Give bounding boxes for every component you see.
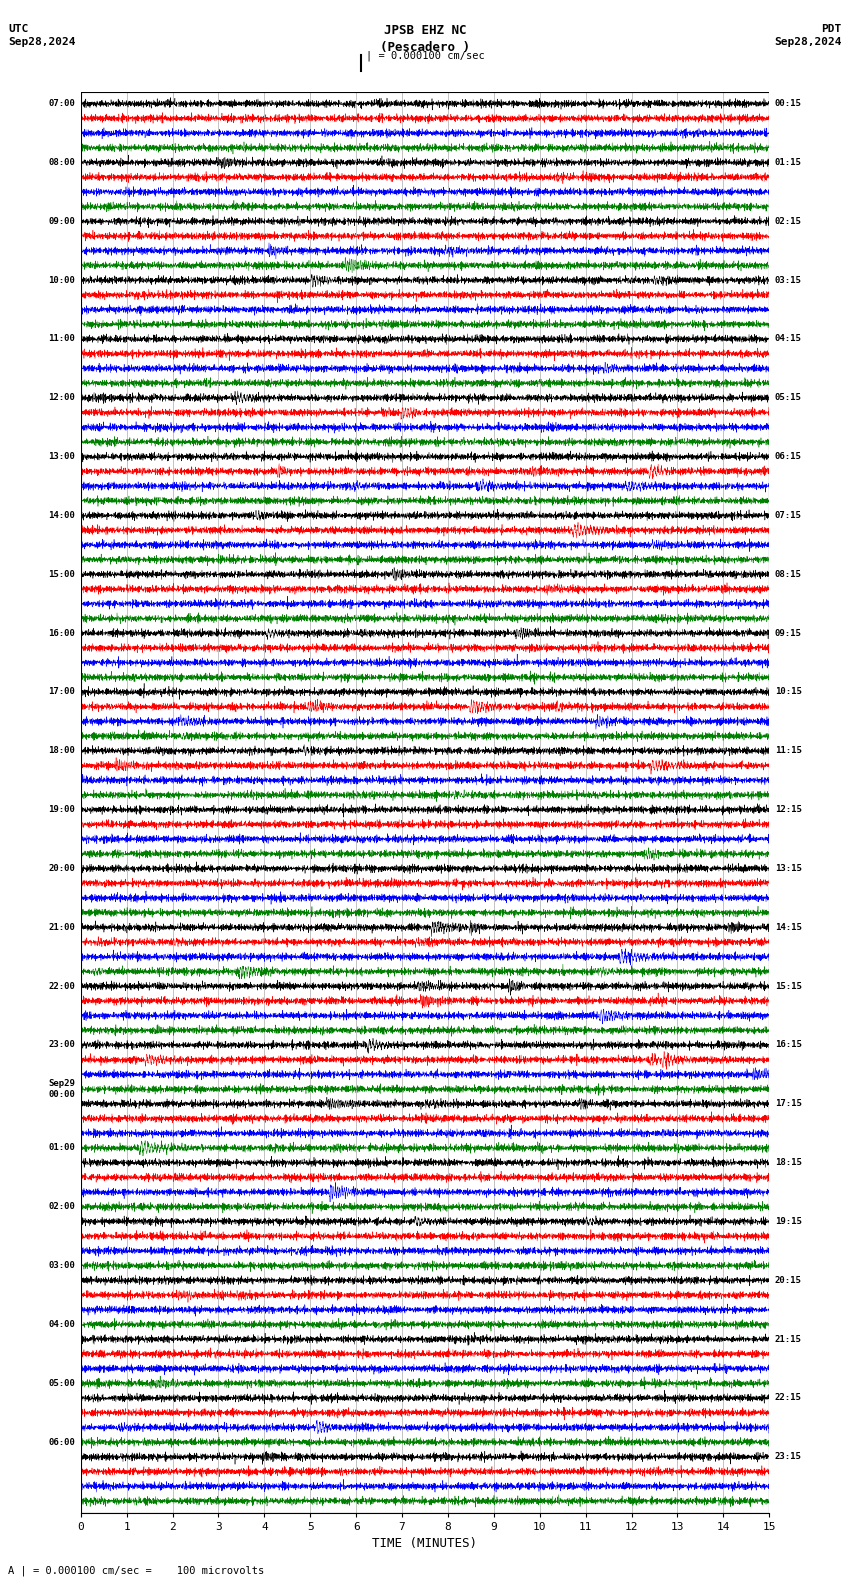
Text: 09:15: 09:15 [775, 629, 802, 638]
Text: 12:15: 12:15 [775, 805, 802, 814]
Text: PDT
Sep28,2024: PDT Sep28,2024 [774, 24, 842, 48]
Text: 10:15: 10:15 [775, 687, 802, 697]
Text: 02:00: 02:00 [48, 1202, 75, 1212]
Text: 18:15: 18:15 [775, 1158, 802, 1167]
Text: 21:00: 21:00 [48, 923, 75, 931]
Text: 07:15: 07:15 [775, 512, 802, 520]
Text: 18:00: 18:00 [48, 746, 75, 756]
Text: 12:00: 12:00 [48, 393, 75, 402]
Text: UTC
Sep28,2024: UTC Sep28,2024 [8, 24, 76, 48]
Text: 04:00: 04:00 [48, 1319, 75, 1329]
Text: 17:15: 17:15 [775, 1099, 802, 1109]
Text: 16:00: 16:00 [48, 629, 75, 638]
Text: 19:15: 19:15 [775, 1217, 802, 1226]
Text: 03:15: 03:15 [775, 276, 802, 285]
Text: 17:00: 17:00 [48, 687, 75, 697]
Text: 04:15: 04:15 [775, 334, 802, 344]
Text: JPSB EHZ NC
(Pescadero ): JPSB EHZ NC (Pescadero ) [380, 24, 470, 54]
Text: 03:00: 03:00 [48, 1261, 75, 1270]
Text: 23:15: 23:15 [775, 1453, 802, 1462]
Text: 05:00: 05:00 [48, 1378, 75, 1388]
Text: 08:00: 08:00 [48, 158, 75, 166]
Text: 15:00: 15:00 [48, 570, 75, 578]
Text: 11:00: 11:00 [48, 334, 75, 344]
Text: 16:15: 16:15 [775, 1041, 802, 1050]
Text: 02:15: 02:15 [775, 217, 802, 227]
X-axis label: TIME (MINUTES): TIME (MINUTES) [372, 1538, 478, 1551]
Text: 10:00: 10:00 [48, 276, 75, 285]
Text: 21:15: 21:15 [775, 1335, 802, 1343]
Text: 01:15: 01:15 [775, 158, 802, 166]
Text: 23:00: 23:00 [48, 1041, 75, 1050]
Text: 14:00: 14:00 [48, 512, 75, 520]
Text: 19:00: 19:00 [48, 805, 75, 814]
Text: 01:00: 01:00 [48, 1144, 75, 1153]
Text: 20:15: 20:15 [775, 1275, 802, 1285]
Text: 11:15: 11:15 [775, 746, 802, 756]
Text: 20:00: 20:00 [48, 863, 75, 873]
Text: 06:00: 06:00 [48, 1438, 75, 1446]
Text: 09:00: 09:00 [48, 217, 75, 227]
Text: A | = 0.000100 cm/sec =    100 microvolts: A | = 0.000100 cm/sec = 100 microvolts [8, 1565, 264, 1576]
Text: | = 0.000100 cm/sec: | = 0.000100 cm/sec [366, 51, 484, 62]
Text: 07:00: 07:00 [48, 100, 75, 108]
Text: Sep29
00:00: Sep29 00:00 [48, 1079, 75, 1099]
Text: 13:00: 13:00 [48, 451, 75, 461]
Text: 13:15: 13:15 [775, 863, 802, 873]
Text: 06:15: 06:15 [775, 451, 802, 461]
Text: 14:15: 14:15 [775, 923, 802, 931]
Text: 05:15: 05:15 [775, 393, 802, 402]
Text: 22:15: 22:15 [775, 1394, 802, 1402]
Text: 15:15: 15:15 [775, 982, 802, 990]
Text: 00:15: 00:15 [775, 100, 802, 108]
Text: 22:00: 22:00 [48, 982, 75, 990]
Text: 08:15: 08:15 [775, 570, 802, 578]
